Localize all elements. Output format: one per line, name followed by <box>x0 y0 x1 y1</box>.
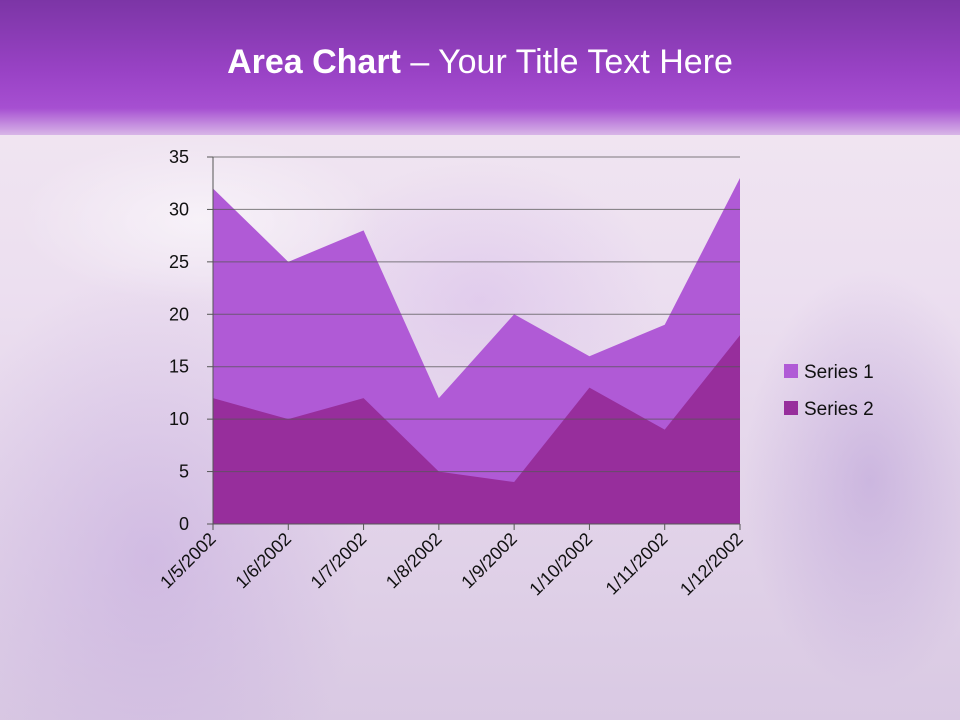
y-tick-label: 10 <box>169 409 189 429</box>
x-tick-label: 1/11/2002 <box>602 529 672 599</box>
x-tick-label: 1/10/2002 <box>525 529 596 600</box>
y-tick-label: 15 <box>169 357 189 377</box>
title-rest: – Your Title Text Here <box>400 43 733 81</box>
slide-title: Area Chart – Your Title Text Here <box>0 40 960 84</box>
legend-label-series-1: Series 1 <box>804 362 874 383</box>
legend-swatch-series-2 <box>784 401 798 415</box>
y-tick-label: 35 <box>169 147 189 167</box>
y-tick-label: 5 <box>179 462 189 482</box>
y-tick-label: 20 <box>169 304 189 324</box>
title-bold: Area Chart <box>227 43 401 81</box>
y-tick-label: 0 <box>179 514 189 534</box>
legend-label-series-2: Series 2 <box>804 399 874 420</box>
y-tick-label: 30 <box>169 199 189 219</box>
y-tick-label: 25 <box>169 252 189 272</box>
legend-swatch-series-1 <box>784 364 798 378</box>
title-banner <box>0 0 960 135</box>
area-series-2 <box>213 335 740 524</box>
x-tick-label: 1/9/2002 <box>457 529 521 593</box>
x-tick-label: 1/5/2002 <box>156 529 220 593</box>
x-tick-label: 1/12/2002 <box>676 529 747 600</box>
x-tick-label: 1/7/2002 <box>307 529 371 593</box>
x-tick-label: 1/8/2002 <box>382 529 446 593</box>
x-tick-label: 1/6/2002 <box>231 529 295 593</box>
